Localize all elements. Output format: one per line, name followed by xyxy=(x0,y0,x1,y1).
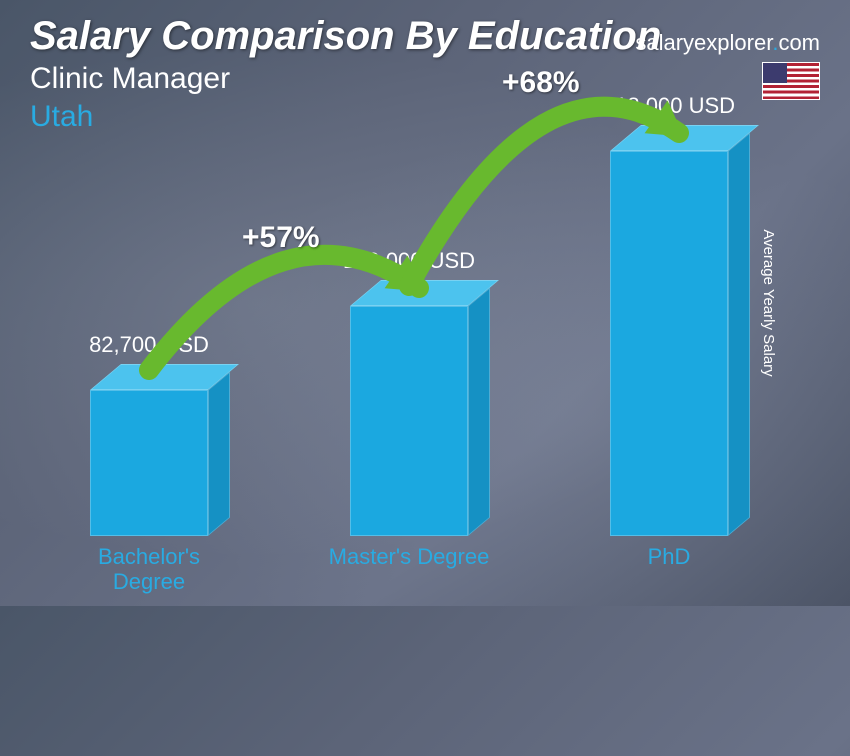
page-title: Salary Comparison By Education xyxy=(30,14,661,59)
increase-label: +68% xyxy=(502,66,580,100)
job-title: Clinic Manager xyxy=(30,62,230,96)
us-flag-icon xyxy=(762,62,820,100)
site-name: salaryexplorer xyxy=(635,30,772,55)
site-tld: com xyxy=(778,30,820,55)
location: Utah xyxy=(30,100,93,134)
bar-chart: 82,700 USDBachelor's Degree130,000 USDMa… xyxy=(60,150,770,536)
site-attribution: salaryexplorer.com xyxy=(635,30,820,56)
increase-arrow-1 xyxy=(60,150,850,756)
